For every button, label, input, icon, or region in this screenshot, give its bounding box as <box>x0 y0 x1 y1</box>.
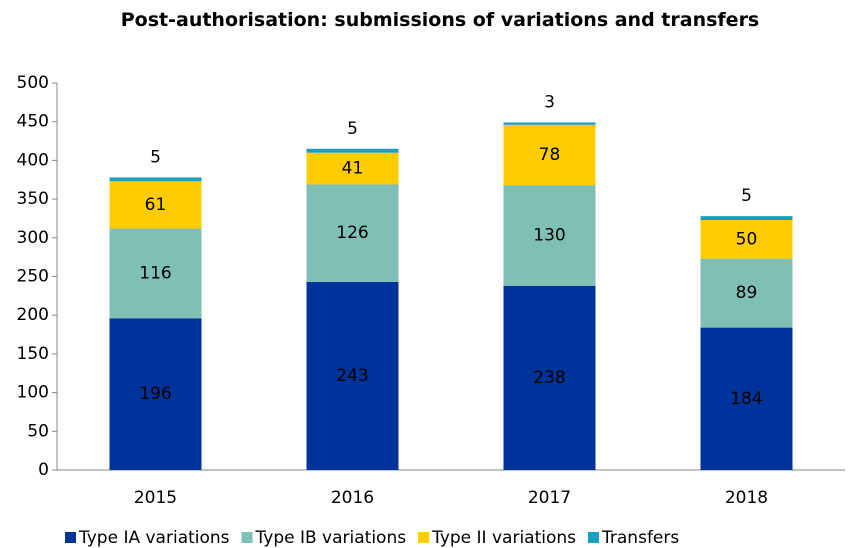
y-tick-label: 500 <box>17 73 49 93</box>
bar-segment <box>700 258 793 328</box>
data-label: 130 <box>533 225 565 245</box>
y-tick-label: 50 <box>27 421 49 441</box>
bar-segment <box>503 124 596 186</box>
y-tick-label: 400 <box>17 150 49 170</box>
bar-segment <box>306 281 399 470</box>
legend-label: Type IA variations <box>78 528 230 548</box>
y-tick-label: 100 <box>17 383 49 403</box>
y-tick-label: 250 <box>17 267 49 287</box>
data-label: 5 <box>150 147 161 167</box>
bar-segment <box>306 152 399 185</box>
data-label: 50 <box>736 229 758 249</box>
data-label: 41 <box>342 159 364 179</box>
legend-swatch <box>65 532 76 543</box>
legend-swatch <box>241 532 253 543</box>
bar-segment <box>109 177 202 182</box>
legend-label: Type II variations <box>431 528 576 548</box>
bar-segment <box>109 318 202 470</box>
data-label: 238 <box>533 368 565 388</box>
legend-swatch <box>588 532 600 543</box>
y-tick-label: 150 <box>17 344 49 364</box>
bar-segment <box>109 181 202 229</box>
bar-segment <box>503 185 596 286</box>
y-tick-label: 0 <box>38 460 49 480</box>
bar-segment <box>700 216 793 220</box>
data-label: 3 <box>544 92 555 112</box>
data-label: 243 <box>336 366 368 386</box>
bar-segment <box>109 228 202 319</box>
y-tick-label: 200 <box>17 305 49 325</box>
bar-segment <box>700 219 793 259</box>
data-label: 184 <box>730 389 762 409</box>
x-tick-label: 2016 <box>331 488 374 508</box>
x-tick-label: 2017 <box>528 488 571 508</box>
data-label: 78 <box>539 145 561 165</box>
legend-label: Transfers <box>601 528 679 548</box>
x-tick-label: 2018 <box>725 488 768 508</box>
data-label: 196 <box>139 384 171 404</box>
chart-title: Post-authorisation: submissions of varia… <box>120 9 760 31</box>
data-label: 5 <box>741 186 752 206</box>
bar-segment <box>700 327 793 470</box>
bar-segment <box>503 122 596 125</box>
legend-label: Type IB variations <box>255 528 407 548</box>
y-tick-label: 350 <box>17 189 49 209</box>
y-tick-label: 450 <box>17 112 49 132</box>
x-tick-label: 2015 <box>134 488 177 508</box>
bar-segment <box>503 285 596 470</box>
legend-swatch <box>418 532 430 543</box>
bar-segment <box>306 148 399 153</box>
y-tick-label: 300 <box>17 228 49 248</box>
data-label: 126 <box>336 223 368 243</box>
data-label: 5 <box>347 119 358 139</box>
data-label: 116 <box>139 263 171 283</box>
data-label: 61 <box>145 195 167 215</box>
bar-segment <box>306 184 399 282</box>
data-label: 89 <box>736 283 758 303</box>
